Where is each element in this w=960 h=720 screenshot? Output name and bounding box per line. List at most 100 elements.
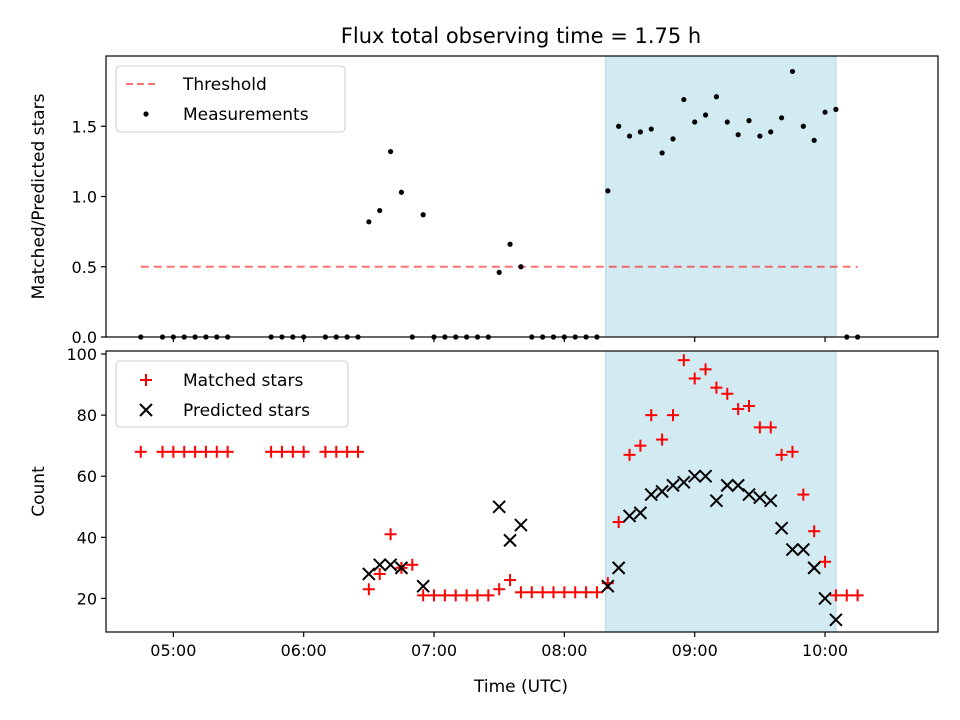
matched-stars-point [341, 445, 354, 458]
y-tick-label: 100 [66, 345, 97, 364]
predicted-stars-point [394, 561, 409, 575]
y-tick-label: 0.0 [72, 328, 97, 347]
matched-stars-point [634, 439, 647, 452]
matched-stars-point [656, 433, 669, 446]
x-axis-label: Time (UTC) [473, 677, 568, 697]
predicted-stars-point [742, 487, 756, 502]
matched-stars-point [732, 403, 745, 416]
predicted-stars-point [492, 500, 506, 514]
measurements-point [398, 189, 405, 195]
predicted-stars-point [373, 558, 387, 572]
measurements-point [616, 123, 622, 129]
top-panel: 0.0 0.5 1.0 1.5 Matched/Predicted stars Thr… [29, 55, 939, 347]
predicted-stars-point [655, 484, 669, 499]
matched-stars-point [189, 445, 202, 458]
top-legend-box [115, 65, 346, 133]
matched-stars-point [438, 589, 451, 602]
matched-stars-point [319, 445, 332, 458]
matched-stars-point [265, 445, 278, 458]
matched-stars-point [808, 525, 821, 538]
predicted-stars-point [796, 542, 811, 557]
predicted-stars-point [633, 506, 648, 520]
matched-stars-point [417, 589, 430, 602]
predicted-stars-point [785, 542, 800, 557]
x-tick-label: 06:00 [281, 641, 327, 660]
y-tick-label: 1.0 [72, 188, 97, 207]
predicted-stars-point [611, 561, 626, 575]
matched-stars-point [710, 381, 723, 394]
matched-stars-point [580, 586, 593, 599]
predicted-stars-point [416, 579, 430, 593]
measurements-point [670, 136, 676, 142]
y-tick-label: 1.5 [72, 117, 97, 136]
matched-stars-point [275, 445, 288, 458]
matched-stars-point [460, 589, 473, 602]
predicted-legend-swatch [139, 403, 153, 417]
matched-stars-point [840, 589, 853, 602]
x-tick-label: 09:00 [672, 641, 718, 660]
predicted-stars-point [687, 469, 702, 483]
matched-stars-point [525, 586, 538, 599]
measurements-point [377, 207, 383, 214]
matched-stars-point [199, 445, 212, 458]
matched-stars-point [829, 589, 842, 602]
predicted-stars-point [698, 469, 713, 483]
legend-label-measurements: Measurements [183, 105, 309, 125]
predicted-stars-point [774, 521, 789, 535]
matched-legend-swatch [140, 374, 152, 386]
matched-stars-point [210, 445, 223, 458]
measurements-point [605, 188, 611, 194]
matched-stars-point [819, 555, 832, 568]
matched-stars-point [493, 583, 506, 596]
matched-stars-point [178, 445, 191, 458]
measurements-point [800, 123, 806, 129]
measurements-point [768, 129, 774, 135]
matched-stars-point [547, 586, 560, 599]
matched-stars-point [743, 399, 756, 412]
predicted-stars-point [622, 509, 637, 523]
x-tick-label: 10:00 [802, 641, 848, 660]
measurements-point [757, 133, 763, 139]
matched-stars-point [167, 445, 180, 458]
predicted-stars-point [829, 613, 843, 627]
matched-stars-point [851, 589, 864, 602]
measurements-point [789, 68, 796, 75]
observing-window-shade-top [605, 55, 837, 338]
matched-stars-point [666, 409, 679, 422]
x-tick-label: 08:00 [541, 641, 587, 660]
measurements-point [496, 269, 502, 275]
bottom-y-axis-label: Count [29, 466, 49, 517]
y-tick-label: 40 [77, 528, 97, 547]
measurements-legend-swatch [143, 111, 149, 117]
matched-stars-point [514, 586, 527, 599]
matched-stars-point [428, 589, 441, 602]
y-tick-label: 0.5 [72, 258, 97, 277]
measurements-point [507, 241, 513, 247]
matched-stars-point [721, 387, 734, 400]
predicted-stars-point [818, 591, 832, 606]
predicted-stars-point [383, 558, 398, 572]
matched-stars-point [569, 586, 582, 599]
measurements-point [518, 264, 524, 270]
measurements-point [724, 119, 730, 125]
predicted-stars-point [362, 567, 376, 581]
matched-stars-point [645, 409, 658, 422]
measurements-point [778, 115, 785, 121]
predicted-stars-point [753, 490, 767, 505]
matched-stars-point [786, 445, 799, 458]
top-legend: Threshold Measurements [115, 65, 346, 133]
matched-stars-point [134, 445, 147, 458]
top-y-axis-label: Matched/Predicted stars [29, 93, 49, 299]
matched-stars-point [449, 589, 462, 602]
matched-stars-point [504, 574, 517, 587]
bottom-panel-frame [105, 350, 939, 633]
matched-stars-point [471, 589, 484, 602]
measurements-point [746, 118, 752, 124]
predicted-stars-point [503, 533, 517, 548]
matched-stars-point [373, 567, 386, 580]
measurements-point [626, 133, 633, 139]
predicted-stars-point [731, 478, 745, 493]
measurements-point [387, 148, 394, 155]
y-tick-label: 80 [77, 406, 97, 425]
